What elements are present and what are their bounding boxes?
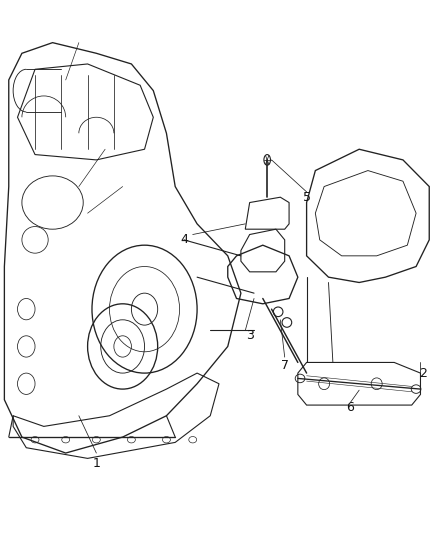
Text: 1: 1 <box>92 457 100 470</box>
Text: 7: 7 <box>281 359 289 372</box>
Text: 2: 2 <box>419 367 427 379</box>
Text: 5: 5 <box>303 191 311 204</box>
Text: 3: 3 <box>246 329 254 342</box>
Text: 4: 4 <box>180 233 188 246</box>
Text: 6: 6 <box>346 401 354 414</box>
